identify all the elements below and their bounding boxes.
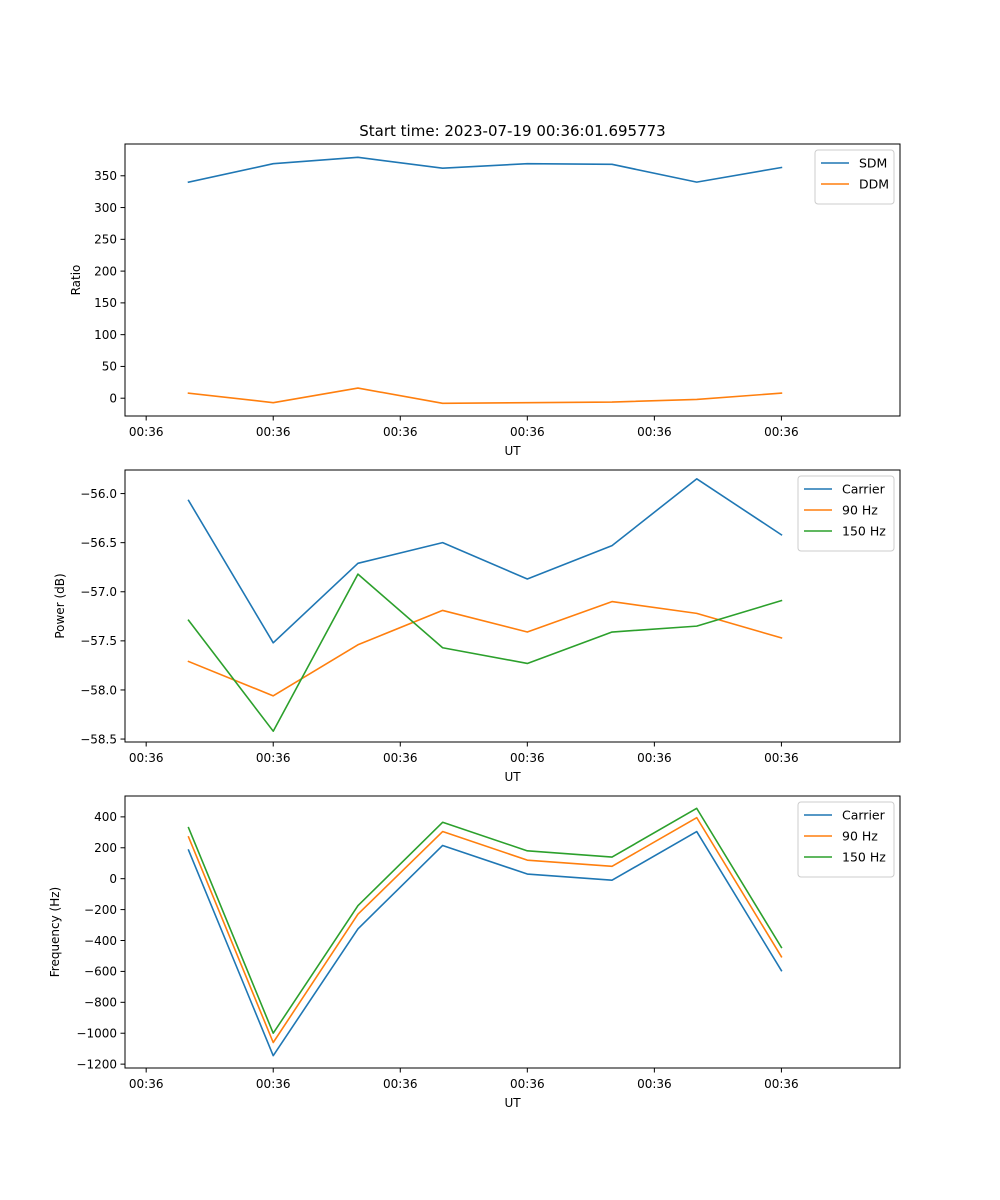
legend-box [797, 475, 895, 552]
x-tick-label: 00:36 [764, 425, 799, 439]
y-tick-label: −200 [84, 903, 117, 917]
y-axis-label: Ratio [69, 265, 83, 296]
x-tick-label: 00:36 [764, 1077, 799, 1091]
y-tick-label: 0 [109, 392, 117, 406]
series-line-carrier [187, 478, 783, 644]
legend-label: 90 Hz [842, 829, 878, 844]
x-axis-label: UT [504, 444, 521, 458]
x-tick-label: 00:36 [256, 425, 291, 439]
x-tick-label: 00:36 [637, 425, 672, 439]
x-tick-label: 00:36 [510, 425, 545, 439]
plot-frame [124, 143, 901, 417]
x-axis-label: UT [504, 770, 521, 784]
y-tick-label: −57.0 [80, 585, 117, 599]
y-tick-label: −58.5 [80, 732, 117, 746]
legend: Carrier 90 Hz 150 Hz [797, 801, 895, 878]
y-tick-label: −56.5 [80, 536, 117, 550]
y-tick-label: −400 [84, 934, 117, 948]
legend-label: 150 Hz [842, 850, 886, 865]
y-tick-label: 50 [102, 360, 117, 374]
y-tick-label: −57.5 [80, 634, 117, 648]
legend-label: 150 Hz [842, 524, 886, 539]
y-tick-label: 300 [94, 201, 117, 215]
y-tick-label: 150 [94, 296, 117, 310]
x-tick-label: 00:36 [129, 751, 164, 765]
y-tick-label: −1200 [76, 1057, 117, 1071]
y-tick-label: −800 [84, 996, 117, 1010]
series-line-90-hz [187, 816, 783, 1044]
y-tick-label: 200 [94, 264, 117, 278]
x-tick-label: 00:36 [256, 1077, 291, 1091]
legend: SDM DDM [814, 149, 895, 205]
legend-label: SDM [859, 156, 887, 171]
series-line-carrier [187, 830, 783, 1057]
y-tick-label: 0 [109, 872, 117, 886]
legend-label: DDM [859, 177, 889, 192]
power-panel: 00:36 00:36 00:36 00:36 00:36 00:36 −58.5 −58.… [53, 469, 901, 784]
x-tick-label: 00:36 [383, 1077, 418, 1091]
y-tick-label: 200 [94, 841, 117, 855]
y-tick-label: −58.0 [80, 683, 117, 697]
x-tick-label: 00:36 [383, 425, 418, 439]
series-line-150-hz [187, 807, 783, 1035]
x-tick-label: 00:36 [256, 751, 291, 765]
y-tick-label: 400 [94, 810, 117, 824]
x-axis-label: UT [504, 1096, 521, 1110]
y-tick-label: 250 [94, 233, 117, 247]
legend-box [797, 801, 895, 878]
x-tick-label: 00:36 [510, 751, 545, 765]
y-tick-label: −600 [84, 965, 117, 979]
x-tick-label: 00:36 [510, 1077, 545, 1091]
legend-label: 90 Hz [842, 503, 878, 518]
chart-title: Start time: 2023-07-19 00:36:01.695773 [359, 122, 665, 140]
series-line-ddm [187, 387, 783, 405]
series-line-sdm [187, 156, 783, 184]
x-tick-label: 00:36 [129, 1077, 164, 1091]
y-tick-label: 350 [94, 169, 117, 183]
plot-frame [124, 469, 901, 743]
legend-label: Carrier [842, 482, 886, 497]
legend: Carrier 90 Hz 150 Hz [797, 475, 895, 552]
x-tick-label: 00:36 [637, 751, 672, 765]
series-line-150-hz [187, 573, 783, 733]
frequency-panel: 00:36 00:36 00:36 00:36 00:36 00:36 −1200 −100… [48, 795, 901, 1110]
x-tick-label: 00:36 [383, 751, 418, 765]
x-tick-label: 00:36 [129, 425, 164, 439]
y-axis-label: Frequency (Hz) [48, 887, 62, 978]
x-tick-label: 00:36 [637, 1077, 672, 1091]
y-axis-label: Power (dB) [53, 573, 67, 638]
plot-frame [124, 795, 901, 1069]
ratio-panel: Start time: 2023-07-19 00:36:01.695773 0… [69, 122, 901, 458]
x-tick-label: 00:36 [764, 751, 799, 765]
legend-label: Carrier [842, 808, 886, 823]
series-line-90-hz [187, 600, 783, 697]
y-tick-label: −1000 [76, 1027, 117, 1041]
y-tick-label: 100 [94, 328, 117, 342]
y-tick-label: −56.0 [80, 487, 117, 501]
